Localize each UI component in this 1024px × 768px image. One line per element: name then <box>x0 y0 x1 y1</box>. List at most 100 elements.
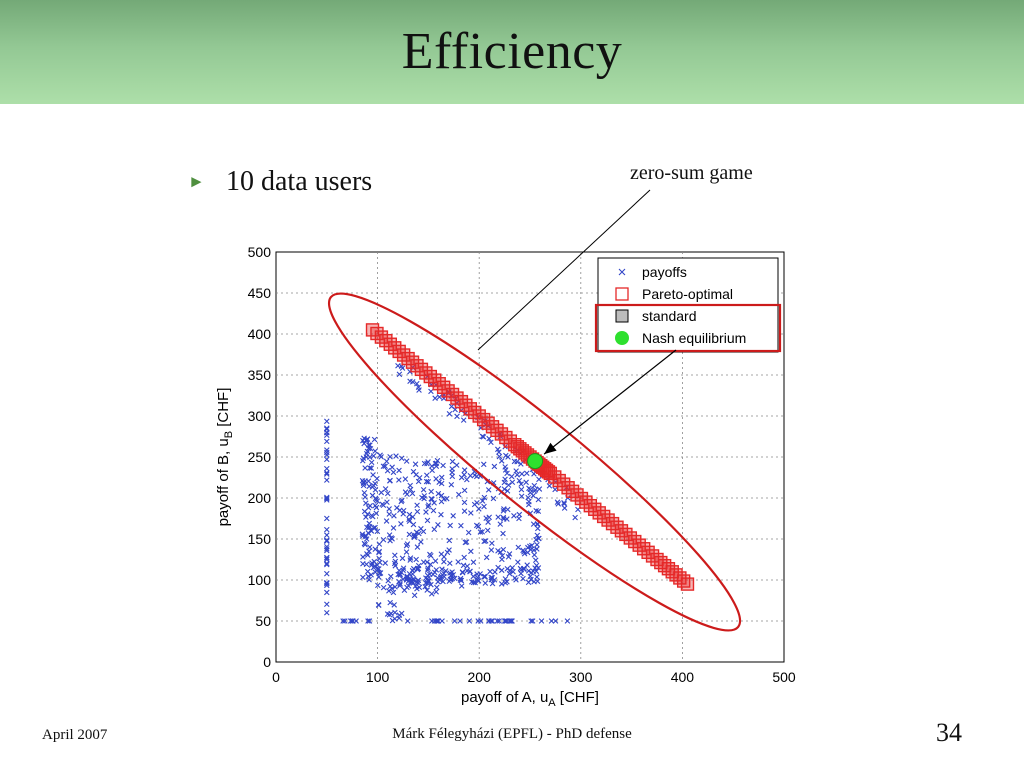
payoff-point <box>421 460 428 467</box>
payoff-point <box>532 487 539 493</box>
payoff-point <box>392 552 398 559</box>
payoff-point <box>536 535 542 542</box>
payoff-point <box>403 458 410 464</box>
x-tick-label: 300 <box>569 669 593 685</box>
payoff-point <box>479 498 486 504</box>
payoff-point <box>324 526 330 533</box>
payoff-point <box>508 618 515 624</box>
payoff-point <box>416 584 423 591</box>
payoff-point <box>438 551 445 557</box>
legend-label: Pareto-optimal <box>642 286 733 302</box>
payoff-point <box>436 394 443 400</box>
y-tick-label: 500 <box>248 244 272 260</box>
payoff-point <box>433 567 440 573</box>
title-band <box>0 0 1024 104</box>
payoff-point <box>410 468 417 475</box>
payoff-point <box>324 465 330 472</box>
payoff-point <box>532 557 539 564</box>
payoff-point <box>440 462 446 469</box>
payoff-point <box>454 413 460 420</box>
payoff-point <box>324 601 330 608</box>
payoff-point <box>499 552 506 559</box>
payoff-point <box>555 501 562 507</box>
payoff-point <box>411 592 418 599</box>
payoff-point <box>468 510 474 516</box>
payoff-point <box>479 529 486 535</box>
payoff-point <box>424 517 431 524</box>
payoff-point <box>518 570 524 577</box>
payoff-point <box>511 512 517 519</box>
zero-sum-ellipse <box>327 292 742 632</box>
payoff-point <box>447 570 453 576</box>
payoff-point <box>534 546 540 552</box>
payoff-point <box>383 458 390 465</box>
payoff-point <box>546 483 553 489</box>
payoff-point <box>533 507 539 514</box>
y-tick-label: 350 <box>248 367 272 383</box>
payoff-point <box>370 482 377 489</box>
payoff-point <box>440 578 446 585</box>
payoff-point <box>347 618 354 624</box>
nash-arrow-head <box>544 442 557 455</box>
x-tick-label: 100 <box>366 669 390 685</box>
x-tick-label: 0 <box>272 669 280 685</box>
payoff-point <box>366 520 373 527</box>
payoff-point <box>324 579 330 586</box>
payoff-point <box>361 540 368 547</box>
payoff-point <box>463 539 470 545</box>
bullet-item: ► 10 data users <box>188 164 372 200</box>
payoff-point <box>432 395 438 402</box>
payoff-point <box>518 461 524 467</box>
payoff-point <box>535 496 542 503</box>
payoff-point <box>398 610 405 617</box>
payoff-point <box>430 507 437 514</box>
payoff-point <box>365 618 371 624</box>
payoff-point <box>414 380 420 387</box>
x-tick-label: 400 <box>671 669 695 685</box>
payoff-point <box>504 470 510 477</box>
legend-payoffs-marker <box>618 268 626 276</box>
payoff-point <box>409 379 416 385</box>
payoff-point <box>526 498 532 505</box>
payoff-point <box>460 417 467 423</box>
payoff-point <box>561 499 567 506</box>
payoff-point <box>407 486 414 493</box>
payoff-point <box>392 558 399 565</box>
payoff-point <box>427 551 433 558</box>
y-tick-label: 150 <box>248 531 272 547</box>
zero-sum-callout: zero-sum game <box>630 162 753 184</box>
slide-title: Efficiency <box>401 23 623 80</box>
payoff-point <box>364 511 371 517</box>
payoff-point <box>392 563 399 569</box>
payoff-point <box>491 463 498 470</box>
payoff-point <box>324 449 330 456</box>
payoff-point <box>500 530 506 537</box>
payoff-point <box>518 481 524 487</box>
payoff-point <box>373 496 380 503</box>
payoff-point <box>461 554 467 561</box>
payoff-point <box>415 562 422 569</box>
payoff-point <box>364 436 371 442</box>
y-tick-label: 250 <box>248 449 272 465</box>
payoff-point <box>538 618 545 624</box>
legend-highlight-box <box>594 303 782 353</box>
y-tick-label: 0 <box>263 654 271 670</box>
payoff-point <box>474 499 480 506</box>
payoff-point <box>412 461 419 467</box>
payoff-point <box>406 531 413 538</box>
payoff-point <box>435 578 441 585</box>
page-number: 34 <box>936 718 962 747</box>
payoff-point <box>518 486 525 493</box>
payoff-point <box>324 547 330 554</box>
payoff-point <box>409 514 416 520</box>
payoff-point <box>425 577 431 584</box>
payoff-point <box>360 574 366 581</box>
footer-author: Márk Félegyházi (EPFL) - PhD defense <box>392 726 632 742</box>
nash-arrow-line <box>543 349 677 455</box>
payoff-point <box>489 618 496 624</box>
payoff-point <box>514 472 520 478</box>
payoff-point <box>444 549 451 556</box>
payoff-point <box>366 465 373 471</box>
payoff-point <box>446 410 453 417</box>
payoff-point <box>392 584 398 590</box>
